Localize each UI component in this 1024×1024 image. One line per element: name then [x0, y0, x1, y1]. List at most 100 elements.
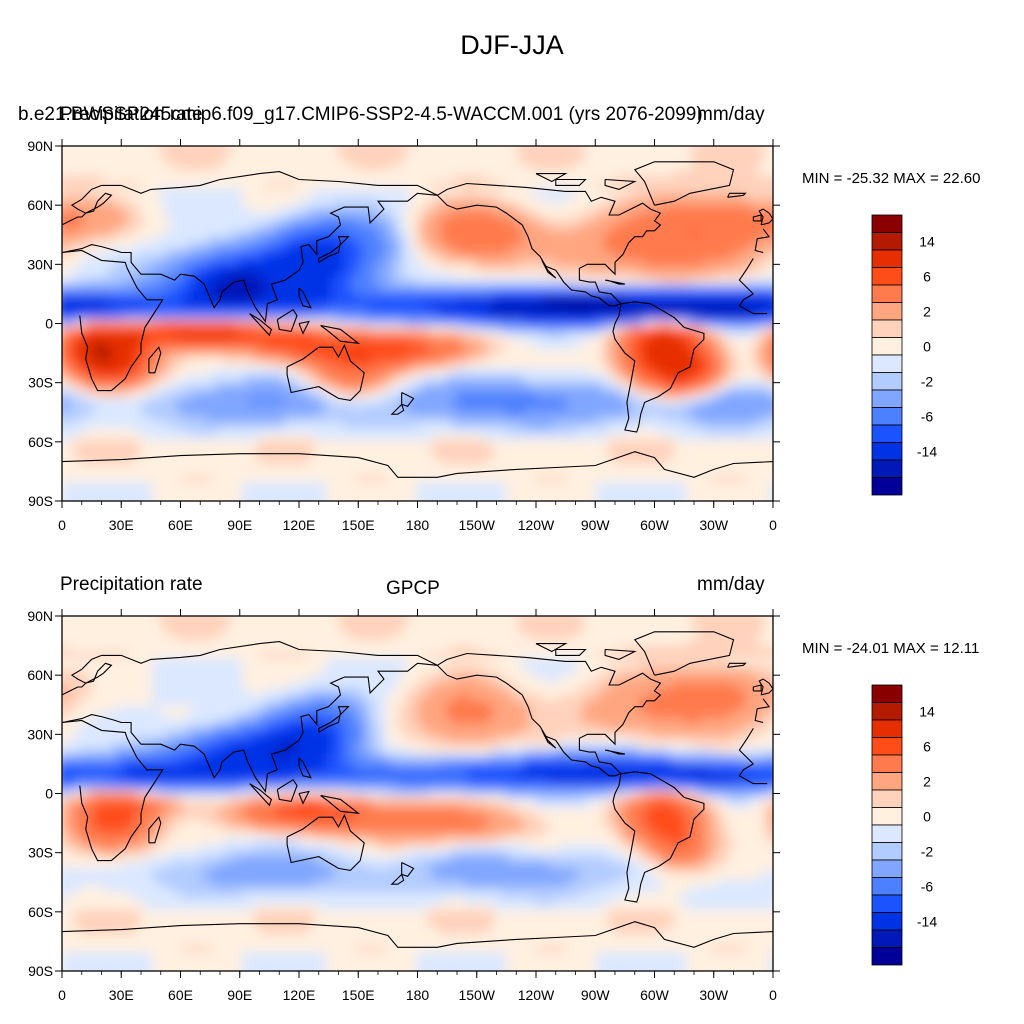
colorbar-box: [871, 929, 903, 948]
colorbar-box: [871, 684, 903, 703]
colorbar-label: -6: [921, 408, 934, 424]
colorbar-box: [871, 267, 903, 286]
main-title: DJF-JJA: [460, 30, 564, 60]
coastline: [541, 260, 557, 279]
coastline: [612, 771, 705, 903]
coastline: [555, 648, 587, 656]
coastline: [62, 451, 773, 478]
lon-tick-label: 60W: [640, 987, 670, 1003]
colorbar-box: [871, 232, 903, 251]
colorbar-box: [871, 702, 903, 721]
coastline: [298, 320, 310, 335]
coastline: [604, 648, 637, 660]
coastline: [276, 778, 298, 803]
lon-tick-label: 0: [769, 517, 777, 533]
colorbar-box: [871, 389, 903, 408]
colorbar-label: 0: [923, 808, 931, 824]
colorbar-label: 6: [923, 268, 931, 284]
colorbar-box: [871, 354, 903, 373]
panel2-field-cells: [62, 616, 773, 971]
colorbar-label: 2: [923, 773, 931, 789]
colorbar-box: [871, 772, 903, 791]
lon-tick-label: 150W: [458, 517, 495, 533]
coastline: [390, 404, 405, 415]
lat-tick-label: 60N: [27, 197, 53, 213]
colorbar-box: [871, 877, 903, 896]
colorbar-box: [871, 442, 903, 461]
colorbar-box: [871, 284, 903, 303]
coastline: [541, 730, 557, 749]
colorbar-label: -2: [921, 843, 934, 859]
colorbar-label: 6: [923, 738, 931, 754]
lon-tick-label: 90W: [581, 517, 611, 533]
coastline: [286, 343, 365, 401]
lon-tick-label: 120E: [283, 987, 316, 1003]
colorbar-box: [871, 859, 903, 878]
lat-tick-label: 60S: [28, 434, 53, 450]
panel1-minmax-stats: MIN = -25.32 MAX = 22.60: [802, 170, 981, 187]
lat-tick-label: 0: [45, 316, 53, 332]
coastline: [612, 301, 705, 433]
coastline: [85, 662, 113, 684]
coastline: [436, 652, 662, 777]
lon-tick-label: 120W: [518, 987, 555, 1003]
coastline: [62, 192, 438, 323]
colorbar-box: [871, 947, 903, 966]
lon-tick-label: 150E: [342, 517, 375, 533]
lat-tick-label: 90N: [27, 608, 53, 624]
coastline: [535, 173, 568, 183]
coastline: [85, 192, 113, 214]
coastline: [320, 324, 361, 344]
colorbar-box: [871, 824, 903, 843]
lat-tick-label: 30S: [28, 375, 53, 391]
coastline: [535, 643, 568, 653]
lon-tick-label: 30E: [109, 987, 134, 1003]
coastline: [318, 706, 350, 733]
coastline: [286, 813, 365, 871]
panel1-coastlines: [62, 161, 773, 478]
colorbar-box: [871, 424, 903, 443]
panel2-colorbar: 14 6 2 0 -2 -6 -14: [871, 684, 937, 966]
panel1-left-string: Precipitation rate: [60, 104, 203, 125]
lat-tick-label: 60S: [28, 904, 53, 920]
lat-tick-label: 30N: [27, 726, 53, 742]
lon-tick-label: 0: [769, 987, 777, 1003]
coastline: [604, 279, 626, 285]
coastline: [401, 862, 415, 877]
coastline: [249, 783, 273, 807]
colorbar-box: [871, 894, 903, 913]
lat-tick-label: 0: [45, 786, 53, 802]
lon-tick-label: 90W: [581, 987, 611, 1003]
lon-tick-label: 180: [406, 517, 430, 533]
colorbar-label: -14: [917, 913, 937, 929]
colorbar-box: [871, 337, 903, 356]
coastline: [633, 161, 735, 206]
panel1-right-string: mm/day: [697, 104, 765, 125]
colorbar-box: [871, 319, 903, 338]
colorbar-box: [871, 754, 903, 773]
coastline: [318, 236, 350, 263]
lon-tick-label: 60E: [168, 987, 193, 1003]
colorbar-label: 2: [923, 303, 931, 319]
coastline: [752, 214, 762, 222]
lon-tick-label: 180: [406, 987, 430, 1003]
coastline: [555, 178, 587, 186]
colorbar-box: [871, 842, 903, 861]
colorbar-box: [871, 737, 903, 756]
lon-tick-label: 30W: [699, 987, 729, 1003]
panel1-colorbar: 14 6 2 0 -2 -6 -14: [871, 214, 937, 496]
lon-tick-label: 0: [58, 987, 66, 1003]
coastline: [727, 662, 747, 668]
colorbar-label: -14: [917, 443, 937, 459]
colorbar-label: -6: [921, 878, 934, 894]
lon-tick-label: 90E: [227, 517, 252, 533]
coastline: [390, 874, 405, 885]
lat-tick-label: 90N: [27, 138, 53, 154]
colorbar-box: [871, 214, 903, 233]
lat-tick-label: 90S: [28, 493, 53, 509]
panel2-minmax-stats: MIN = -24.01 MAX = 12.11: [802, 640, 980, 657]
colorbar-box: [871, 249, 903, 268]
coastline: [436, 182, 662, 307]
panel-2: 90N 60N 30N 0 30S 60S 90S 0 30E 60E 90E 120E 150E 180…: [27, 608, 937, 1003]
coastline: [401, 392, 415, 407]
